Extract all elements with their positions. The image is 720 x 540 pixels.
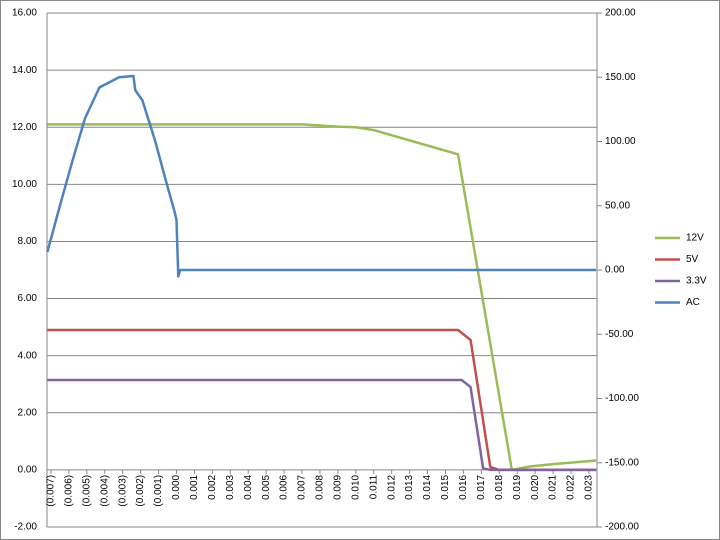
y2-tick-label: 150.00: [605, 72, 636, 83]
y2-tick-label: 200.00: [605, 8, 636, 19]
x-tick-label: (0.005): [81, 475, 92, 507]
x-tick-label: 0.004: [243, 474, 254, 499]
x-tick-label: 0.015: [440, 474, 451, 499]
y-tick-label: 14.00: [12, 65, 37, 76]
x-tick-label: 0.018: [494, 474, 505, 499]
y2-tick-label: 100.00: [605, 136, 636, 147]
y-tick-label: 4.00: [18, 350, 38, 361]
x-tick-label: (0.001): [153, 475, 164, 507]
x-tick-label: (0.007): [46, 475, 57, 507]
y2-tick-label: 0.00: [605, 265, 625, 276]
x-tick-label: 0.003: [225, 474, 236, 499]
y-tick-label: 8.00: [18, 236, 38, 247]
y2-tick-label: -100.00: [605, 393, 639, 404]
legend-label: 12V: [686, 233, 704, 244]
y-tick-label: 2.00: [18, 407, 38, 418]
legend-label: 5V: [686, 254, 699, 265]
series-line: [47, 378, 597, 472]
y2-tick-label: -150.00: [605, 457, 639, 468]
x-tick-label: 0.011: [368, 474, 379, 499]
y-tick-label: 10.00: [12, 179, 37, 190]
x-tick-label: 0.019: [512, 474, 523, 499]
y-tick-label: 0.00: [18, 465, 38, 476]
legend-label: AC: [686, 297, 700, 308]
x-tick-label: 0.008: [315, 474, 326, 499]
x-tick-label: 0.005: [261, 474, 272, 499]
x-tick-label: 0.009: [333, 474, 344, 499]
x-tick-label: 0.012: [386, 474, 397, 499]
x-tick-label: 0.021: [548, 474, 559, 499]
x-tick-label: 0.016: [458, 474, 469, 499]
y-tick-label: 6.00: [18, 293, 38, 304]
y-tick-label: 16.00: [12, 8, 37, 19]
x-tick-label: 0.014: [422, 474, 433, 499]
series-line: [46, 74, 597, 278]
x-tick-label: 0.000: [171, 474, 182, 499]
x-tick-label: 0.023: [584, 474, 595, 499]
x-tick-label: 0.007: [297, 474, 308, 499]
x-tick-label: 0.002: [207, 474, 218, 499]
x-tick-label: (0.006): [64, 475, 75, 507]
x-tick-label: (0.003): [117, 475, 128, 507]
y2-tick-label: -200.00: [605, 522, 639, 533]
legend-label: 3.3V: [686, 276, 707, 287]
x-tick-label: 0.013: [404, 474, 415, 499]
y2-tick-label: 50.00: [605, 200, 630, 211]
y-tick-label: 12.00: [12, 122, 37, 133]
x-tick-label: 0.006: [279, 474, 290, 499]
x-tick-label: (0.002): [135, 475, 146, 507]
x-tick-label: 0.017: [476, 474, 487, 499]
y2-tick-label: -50.00: [605, 329, 634, 340]
x-tick-label: 0.020: [530, 474, 541, 499]
y-tick-label: -2.00: [14, 522, 37, 533]
x-tick-label: 0.010: [350, 474, 361, 499]
series-line: [47, 123, 597, 472]
x-tick-label: (0.004): [99, 475, 110, 507]
x-tick-label: 0.022: [566, 474, 577, 499]
x-tick-label: 0.001: [189, 474, 200, 499]
